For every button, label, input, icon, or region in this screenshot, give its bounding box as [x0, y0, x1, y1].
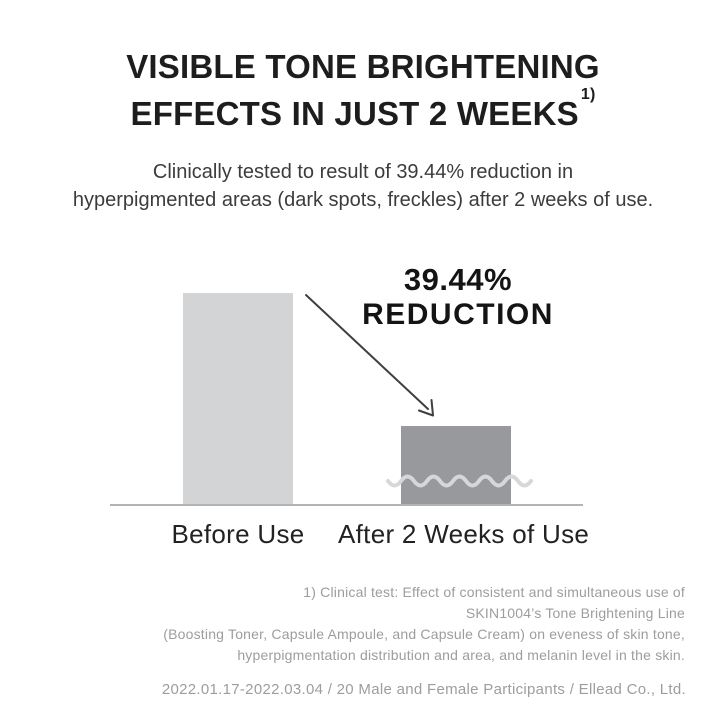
page-title-line1: VISIBLE TONE BRIGHTENING [126, 48, 600, 85]
subtitle-line1: Clinically tested to result of 39.44% re… [152, 161, 574, 183]
footnote-line4: hyperpigmentation distribution and area,… [237, 647, 685, 663]
chart-baseline [110, 504, 583, 506]
footnote-line1: 1) Clinical test: Effect of consistent a… [303, 584, 685, 600]
footnote-marker: 1) [580, 86, 596, 103]
bar-before-use [183, 293, 293, 505]
footnote-line3: (Boosting Toner, Capsule Ampoule, and Ca… [163, 626, 685, 642]
axis-label-before-use: Before Use [171, 519, 305, 549]
reduction-word: REDUCTION [362, 298, 554, 331]
page-title: VISIBLE TONE BRIGHTENING EFFECTS IN JUST… [0, 46, 726, 135]
subtitle: Clinically tested to result of 39.44% re… [0, 158, 726, 214]
clinical-footnote: 1) Clinical test: Effect of consistent a… [85, 582, 685, 666]
reduction-annotation: 39.44% REDUCTION [347, 262, 569, 332]
subtitle-line2: hyperpigmented areas (dark spots, freckl… [72, 189, 654, 211]
page-title-line2: EFFECTS IN JUST 2 WEEKS [130, 95, 579, 132]
footnote-line2: SKIN1004’s Tone Brightening Line [465, 605, 685, 621]
study-info-line: 2022.01.17-2022.03.04 / 20 Male and Fema… [161, 681, 686, 698]
bar-after-use [401, 426, 511, 505]
reduction-percent: 39.44% [403, 262, 513, 297]
axis-label-after-use: After 2 Weeks of Use [338, 519, 590, 549]
